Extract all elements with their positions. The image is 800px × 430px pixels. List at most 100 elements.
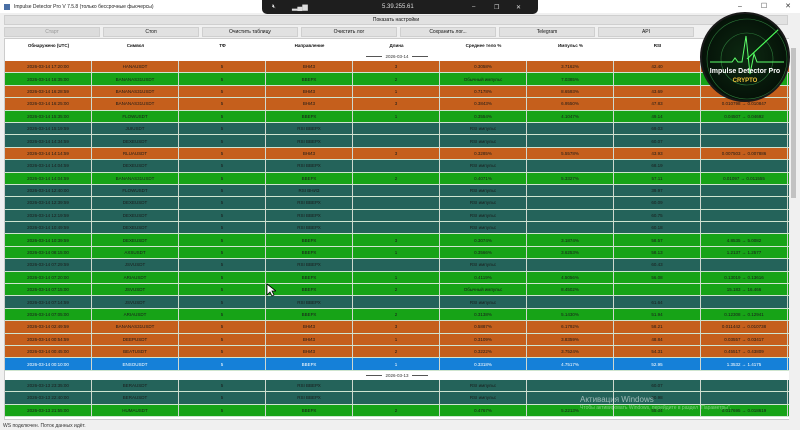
detected-cell: 2026-03-14 14:04:59 [5,160,92,172]
price-cell: 0.017695 → 0.018619 [701,404,788,416]
detected-cell: 2026-03-14 07:05:00 [5,308,92,321]
toolbar-button-3[interactable]: Очистить лог [301,27,397,37]
price-cell: 0.04507 → 0.04692 [701,110,788,122]
timeframe-cell: 5 [179,284,266,296]
direction-cell: RSI ВВЕРХ [266,122,353,135]
price-cell [701,122,788,135]
table-row[interactable]: 2026-03-14 15:35:00 FLOWUSDT 5 ВВЕРХ 1 0.3554… [5,110,789,123]
symbol-cell: ARIAUSDT [92,271,179,284]
length-cell: 2 [353,345,440,358]
logo-title: Impulse Detector Pro [709,68,781,75]
table-row[interactable]: 2026-03-14 12:19:59 DEXEUSDT 5 RSI ВВЕРХ RSI… [5,209,789,223]
timeframe-cell: 5 [179,135,266,147]
toolbar-button-0[interactable]: Старт [4,27,100,37]
close-button[interactable]: ✕ [785,3,791,10]
length-cell [353,160,440,172]
table-row[interactable]: 2026-03-13 22:40:00 BERAUSDT 5 RSI ВВЕРХ RSI… [5,392,789,405]
overlay-minimize-icon[interactable]: – [472,4,476,10]
direction-cell: ВНИЗ [266,147,353,160]
table-row[interactable]: 2026-03-14 02:49:59 BANANAS31USDT 5 ВНИЗ 3 0.… [5,321,789,334]
symbol-cell: BANANAS31USDT [92,85,179,98]
table-row[interactable]: 2026-03-14 14:34:59 DEXEUSDT 5 RSI ВВЕРХ RSI… [5,135,789,148]
symbol-cell: HUMAUSDT [92,404,179,416]
table-row[interactable]: 2026-03-14 00:10:00 ENSOUSDT 5 ВВЕРХ 1 0.3318… [5,358,789,371]
column-header[interactable]: ТФ [219,43,226,48]
avg-body-cell: RSI импульс [440,379,527,392]
table-row[interactable]: 2026-03-14 14:04:59 DEXEUSDT 5 RSI ВВЕРХ RSI… [5,160,789,173]
rsi-cell: 55.04 [614,404,701,416]
maximize-button[interactable]: ☐ [760,3,768,10]
table-row[interactable]: 2026-03-14 14:04:59 BANANAS31USDT 5 ВВЕРХ 2 0… [5,172,789,185]
impulse-cell [527,209,614,222]
table-row[interactable]: 2026-03-14 16:35:00 BANANAS31USDT 5 ВВЕРХ 2 О… [5,73,789,86]
column-header[interactable]: Среднее тело % [465,43,502,48]
direction-cell: ВВЕРХ [266,358,353,370]
price-cell: 15.183 → 16.466 [701,284,788,296]
column-header[interactable]: Обнаружено (UTC) [27,43,70,48]
length-cell: 1 [353,85,440,98]
table-row[interactable]: 2026-03-14 12:40:00 FLOWUSDT 5 RSI ВНИЗ RSI … [5,184,789,198]
column-header[interactable]: Символ [126,43,145,48]
table-row[interactable]: 2026-03-14 08:15:00 AXSUSDT 5 ВВЕРХ 1 0.3566%… [5,246,789,260]
table-row[interactable]: 2026-03-14 15:19:59 JUIUSDT 5 RSI ВВЕРХ RSI … [5,122,789,136]
table-row[interactable]: 2026-03-14 12:39:59 DEXEUSDT 5 RSI ВВЕРХ RSI… [5,197,789,210]
avg-body-cell: RSI импульс [440,184,527,197]
rsi-cell: 51.94 [614,308,701,321]
column-header[interactable]: Импульс % [557,43,584,48]
table-row[interactable]: 2026-03-14 17:20:00 HANAUSDT 5 ВНИЗ 3 0.3058%… [5,61,789,74]
scrollbar-thumb[interactable] [791,48,796,198]
table-row[interactable]: 2026-03-14 14:14:59 RLUAUSDT 5 ВНИЗ 3 0.3285%… [5,147,789,161]
table-row[interactable]: 2026-03-14 10:49:59 DEXEUSDT 5 RSI ВВЕРХ RSI… [5,222,789,235]
detected-cell: 2026-03-14 14:14:59 [5,147,92,160]
table-row[interactable]: 2026-03-14 00:45:00 BEATUSDT 5 ВНИЗ 2 0.3222%… [5,345,789,359]
price-cell: 0.12308 → 0.12941 [701,308,788,321]
overlay-close-icon[interactable]: ✕ [516,4,522,11]
table-row[interactable]: 2026-03-14 00:54:59 DEEPUSDT 5 ВНИЗ 1 0.3109%… [5,333,789,346]
toolbar-button-2[interactable]: Очистить таблицу [202,27,298,37]
timeframe-cell: 5 [179,345,266,358]
length-cell: 1 [353,271,440,284]
impulse-cell [527,259,614,271]
price-cell [701,160,788,172]
rsi-cell: 60.07 [614,379,701,392]
column-header[interactable]: RSI [653,43,662,48]
windows-activation-hint: Чтобы активировать Windows, перейдите в … [580,405,732,411]
table-row[interactable]: 2026-03-14 16:28:59 BANANAS31USDT 5 ВНИЗ 1 0.… [5,85,789,99]
table-row[interactable]: 2026-03-14 07:29:59 JSVUSDT 5 RSI ВВЕРХ RSI … [5,259,789,272]
table-row[interactable]: 2026-03-14 07:05:00 ARIAUSDT 5 ВВЕРХ 2 0.3138… [5,308,789,322]
column-header[interactable]: Длина [389,43,404,48]
symbol-cell: DEXEUSDT [92,135,179,147]
detected-cell: 2026-03-14 10:39:59 [5,234,92,246]
direction-cell: ВВЕРХ [266,404,353,416]
symbol-cell: AXSUSDT [92,246,179,259]
toolbar-button-4[interactable]: Сохранить лог... [400,27,496,37]
avg-body-cell: RSI импульс [440,222,527,234]
length-cell [353,296,440,308]
table-row[interactable]: 2026-03-14 07:14:59 JSVUSDT 5 RSI ВВЕРХ RSI … [5,296,789,309]
direction-cell: RSI ВВЕРХ [266,259,353,271]
direction-cell: RSI ВВЕРХ [266,160,353,172]
toolbar-button-6[interactable]: API [598,27,694,37]
table-row[interactable]: 2026-03-14 07:15:00 JSVUSDT 5 ВВЕРХ 2 Обычный… [5,284,789,297]
length-cell: 2 [353,284,440,296]
avg-body-cell: RSI импульс [440,160,527,172]
mute-icon[interactable]: 🔇︎ [272,3,276,10]
impulse-cell: 4.7517% [527,358,614,370]
overlay-restore-icon[interactable]: ❐ [494,4,500,11]
impulse-cell [527,379,614,392]
rsi-cell: 60.75 [614,209,701,222]
show-settings-button[interactable]: Показать настройки [4,15,788,25]
impulse-cell: 5.3327% [527,172,614,184]
table-row[interactable]: 2026-03-14 07:20:00 ARIAUSDT 5 ВВЕРХ 1 0.4119… [5,271,789,285]
symbol-cell: BANANAS31USDT [92,172,179,184]
table-row[interactable]: 2026-03-14 10:39:59 DEXEUSDT 5 ВВЕРХ 3 0.3074… [5,234,789,247]
minimize-button[interactable]: – [738,3,742,10]
table-row[interactable]: 2026-03-14 16:25:00 BANANAS31USDT 5 ВНИЗ 3 0.… [5,98,789,111]
toolbar-button-1[interactable]: Стоп [103,27,199,37]
table-row[interactable]: 2026-03-13 23:35:00 BERAUSDT 5 RSI ВВЕРХ RSI… [5,379,789,393]
table-row[interactable]: 2026-03-13 21:55:00 HUMAUSDT 5 ВВЕРХ 2 0.4767… [5,404,789,417]
column-header[interactable]: Направление [294,43,325,48]
toolbar-button-5[interactable]: Telegram [499,27,595,37]
rsi-cell: 58.13 [614,246,701,259]
table-scrollbar[interactable] [789,38,798,420]
